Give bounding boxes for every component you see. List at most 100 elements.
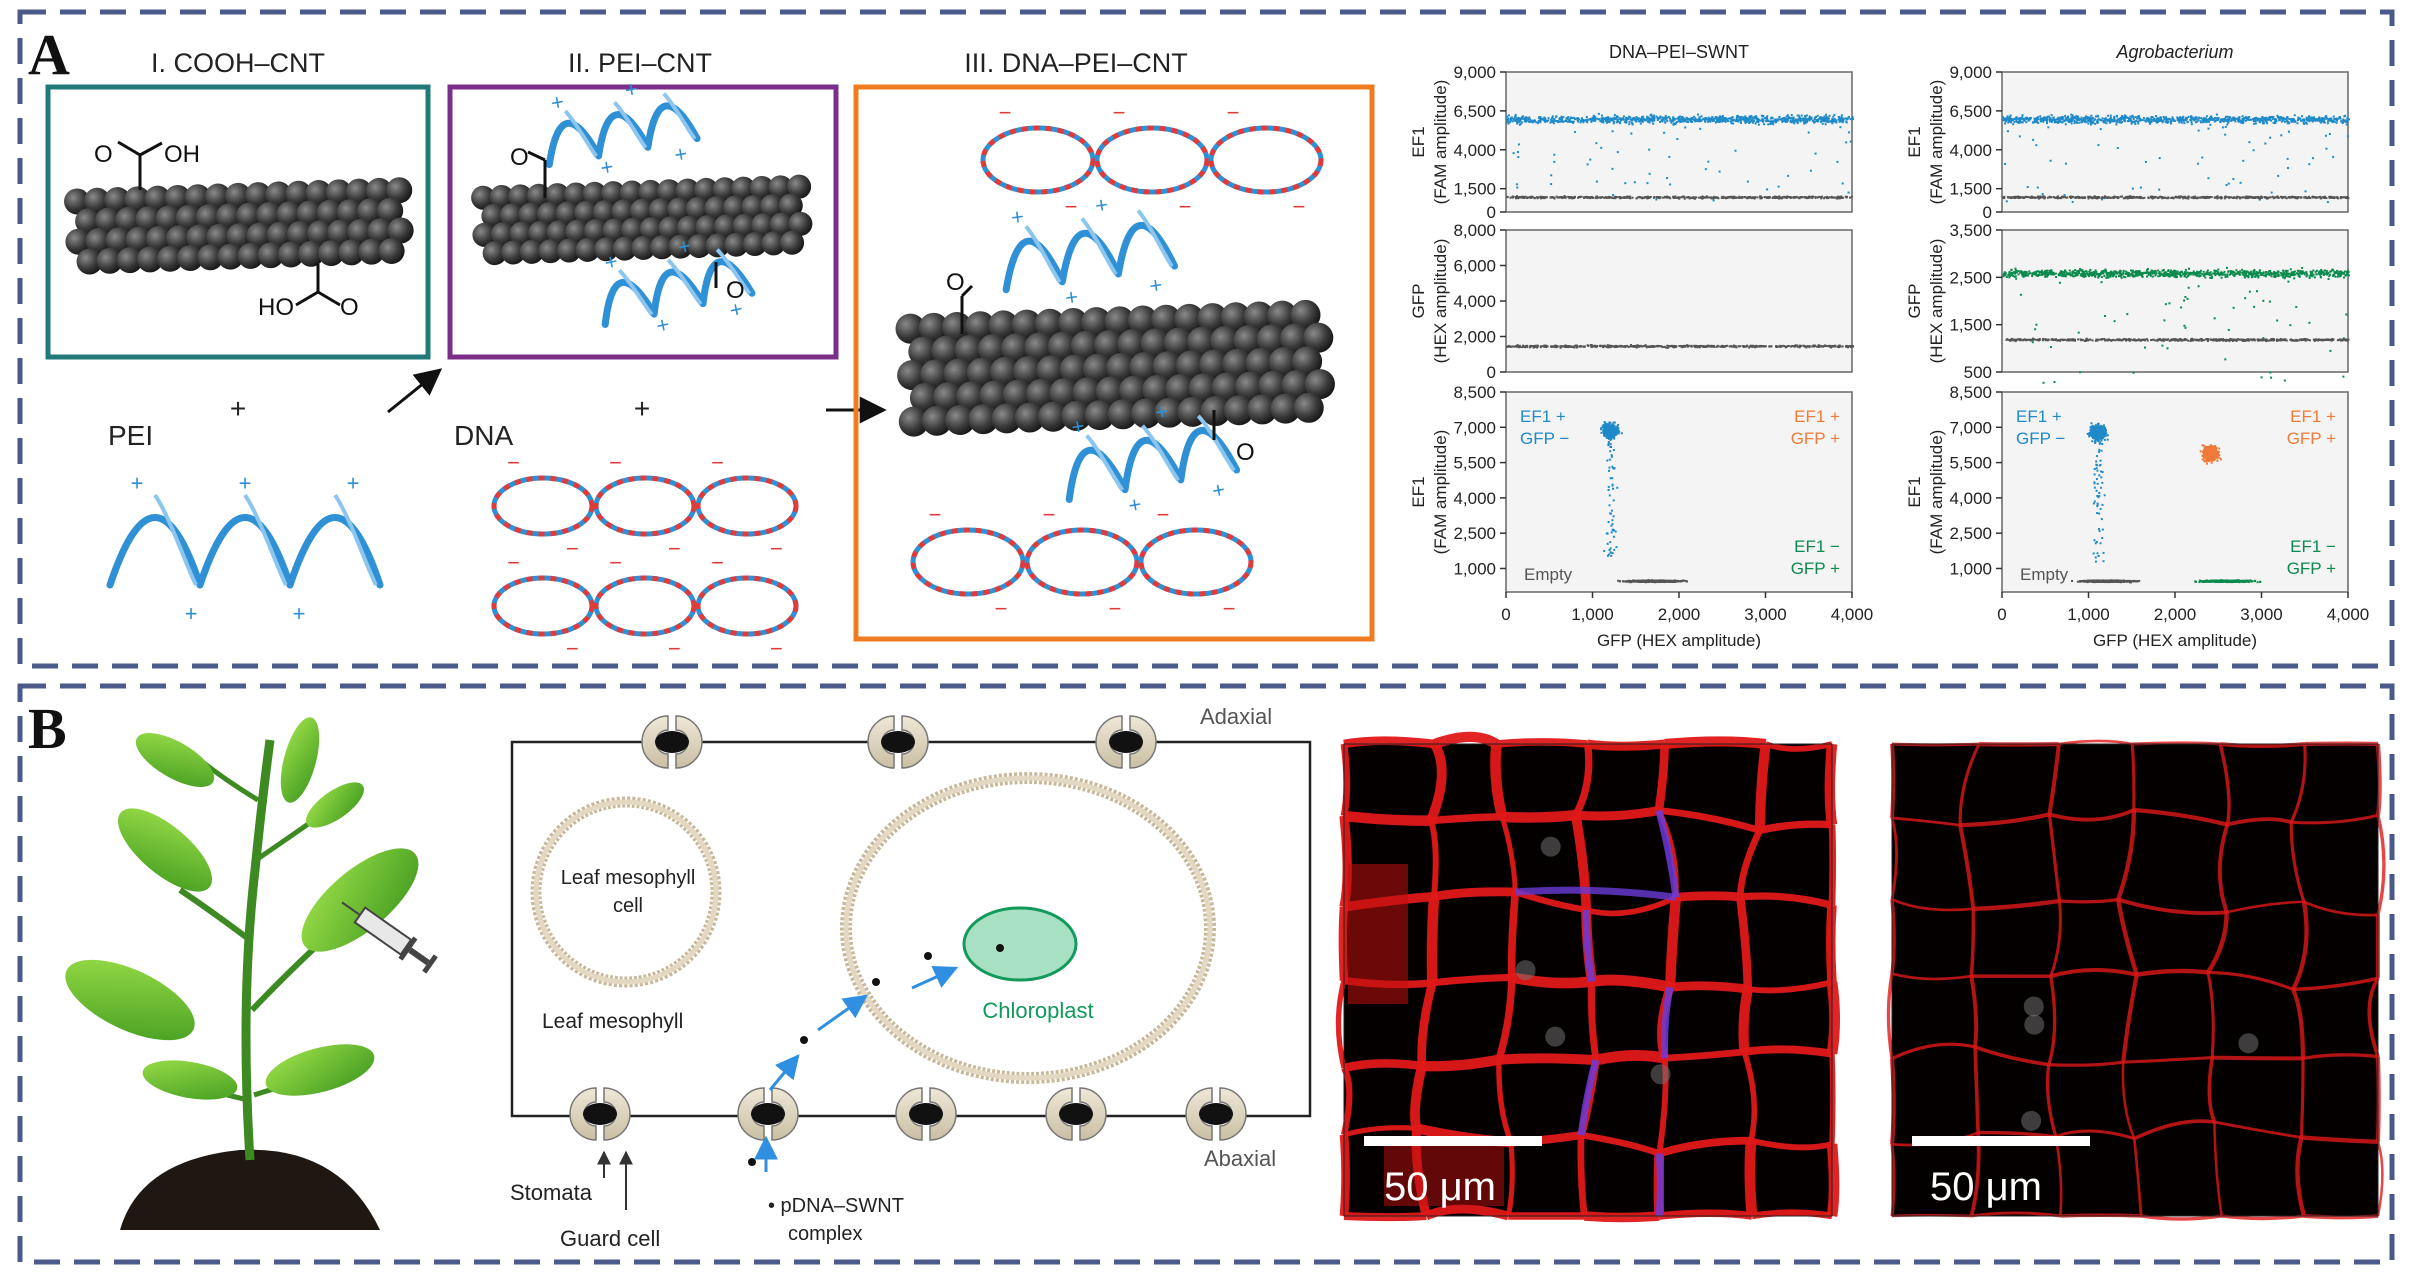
cell-wall <box>1588 981 1600 1061</box>
droplet <box>2212 445 2215 448</box>
cell-wall <box>1424 1204 1510 1221</box>
cell-wall <box>1507 891 1520 978</box>
droplet <box>2201 444 2204 447</box>
y-tick-label: 6,500 <box>1453 102 1496 121</box>
droplet <box>2221 580 2224 583</box>
droplet <box>1607 444 1610 447</box>
droplet <box>1609 512 1612 515</box>
quadrant-label: EF1 − <box>1794 537 1840 556</box>
cell-wall <box>2295 1136 2307 1217</box>
cell-wall <box>2376 814 2386 916</box>
cell-wall <box>1426 741 1447 823</box>
droplet <box>2244 580 2247 583</box>
quadrant-label: EF1 + <box>1794 407 1840 426</box>
droplet <box>1680 580 1683 583</box>
cooh-oh-top: OH <box>164 141 200 168</box>
droplet <box>1610 509 1613 512</box>
droplet <box>1603 550 1606 553</box>
cell-wall <box>1664 896 1682 988</box>
cell-wall <box>2289 743 2307 823</box>
x-tick-label: 4,000 <box>2327 605 2370 624</box>
chloroplast-label: Chloroplast <box>982 998 1093 1023</box>
svg-text:+: + <box>676 233 694 260</box>
scale-bar <box>1364 1136 1542 1146</box>
droplet <box>1608 466 1611 469</box>
y-tick-label: 1,000 <box>1949 559 1992 578</box>
droplet <box>2213 446 2216 449</box>
droplet <box>1612 515 1615 518</box>
svg-text:−: − <box>1043 502 1056 527</box>
stoma <box>895 1087 957 1141</box>
droplet <box>2093 473 2096 476</box>
droplet <box>2124 580 2127 583</box>
stomata-row <box>569 715 1247 1141</box>
cell-wall <box>2058 739 2133 746</box>
droplet <box>2241 580 2244 583</box>
droplet <box>2101 443 2104 446</box>
quadrant-label: GFP + <box>2287 429 2336 448</box>
droplet <box>2099 430 2102 433</box>
svg-text:−: − <box>1179 194 1192 219</box>
droplet <box>2098 437 2101 440</box>
droplet <box>1609 435 1612 438</box>
cell-wall <box>1747 979 1833 994</box>
svg-text:+: + <box>654 311 672 338</box>
soil-mound <box>120 1149 380 1230</box>
cell-wall <box>1658 807 1761 834</box>
svg-text:+: + <box>1210 477 1227 504</box>
droplet <box>2210 450 2213 453</box>
droplet <box>2089 426 2092 429</box>
pei-cnt-o-bottom: O <box>726 277 745 304</box>
droplet <box>2101 430 2104 433</box>
droplet <box>1612 426 1615 429</box>
droplet <box>1607 424 1610 427</box>
droplet <box>1657 580 1660 583</box>
y-tick-label: 8,500 <box>1453 383 1496 402</box>
cell-wall <box>2299 1058 2305 1138</box>
cell-wall <box>1891 1042 1976 1061</box>
cell-wall <box>2226 817 2292 827</box>
y-tick-label: 2,500 <box>1453 524 1496 543</box>
cell-wall <box>1969 908 1976 977</box>
svg-text:+: + <box>1009 204 1025 231</box>
nucleus <box>2024 1014 2045 1035</box>
droplet <box>2209 444 2212 447</box>
droplet <box>2099 459 2102 462</box>
droplet <box>2101 436 2104 439</box>
droplet <box>2208 456 2211 459</box>
droplet <box>1609 429 1612 432</box>
cell-wall <box>1958 824 1976 910</box>
cell-wall <box>1664 736 1767 750</box>
droplet <box>2095 455 2098 458</box>
cell-wall <box>1498 1053 1597 1065</box>
svg-text:+: + <box>727 296 745 323</box>
cell-wall <box>1669 981 1749 994</box>
droplet <box>2251 580 2254 583</box>
nucleus <box>1515 960 1536 981</box>
droplet <box>2213 580 2216 583</box>
y-tick-label: 4,000 <box>1453 141 1496 160</box>
droplet <box>2210 449 2213 452</box>
gfp-signal <box>1655 809 1680 898</box>
cell-wall <box>1974 1045 2050 1067</box>
droplet <box>2106 579 2109 582</box>
droplet <box>2095 438 2098 441</box>
chart-2d-agro: 8,500 7,000 5,500 4,000 2,500 1,000 EF1 (FAM am… <box>1905 383 2369 650</box>
cell-wall <box>2045 1064 2058 1138</box>
cell-label-line1: Leaf mesophyll <box>561 867 696 889</box>
cell-wall <box>2289 822 2306 903</box>
pei-cnt-polymers: + + + + + + + + <box>527 76 756 339</box>
stoma <box>737 1087 799 1141</box>
droplet <box>2215 452 2218 455</box>
droplet <box>1601 425 1604 428</box>
droplet <box>1608 458 1611 461</box>
droplet <box>2116 580 2119 583</box>
adaxial-label: Adaxial <box>1200 704 1272 729</box>
cell-wall <box>2059 897 2119 904</box>
droplet <box>1611 477 1614 480</box>
y-axis-label: (FAM amplitude) <box>1927 80 1946 205</box>
droplet <box>1609 443 1612 446</box>
chloroplast <box>962 906 1078 982</box>
droplet <box>2238 580 2241 583</box>
